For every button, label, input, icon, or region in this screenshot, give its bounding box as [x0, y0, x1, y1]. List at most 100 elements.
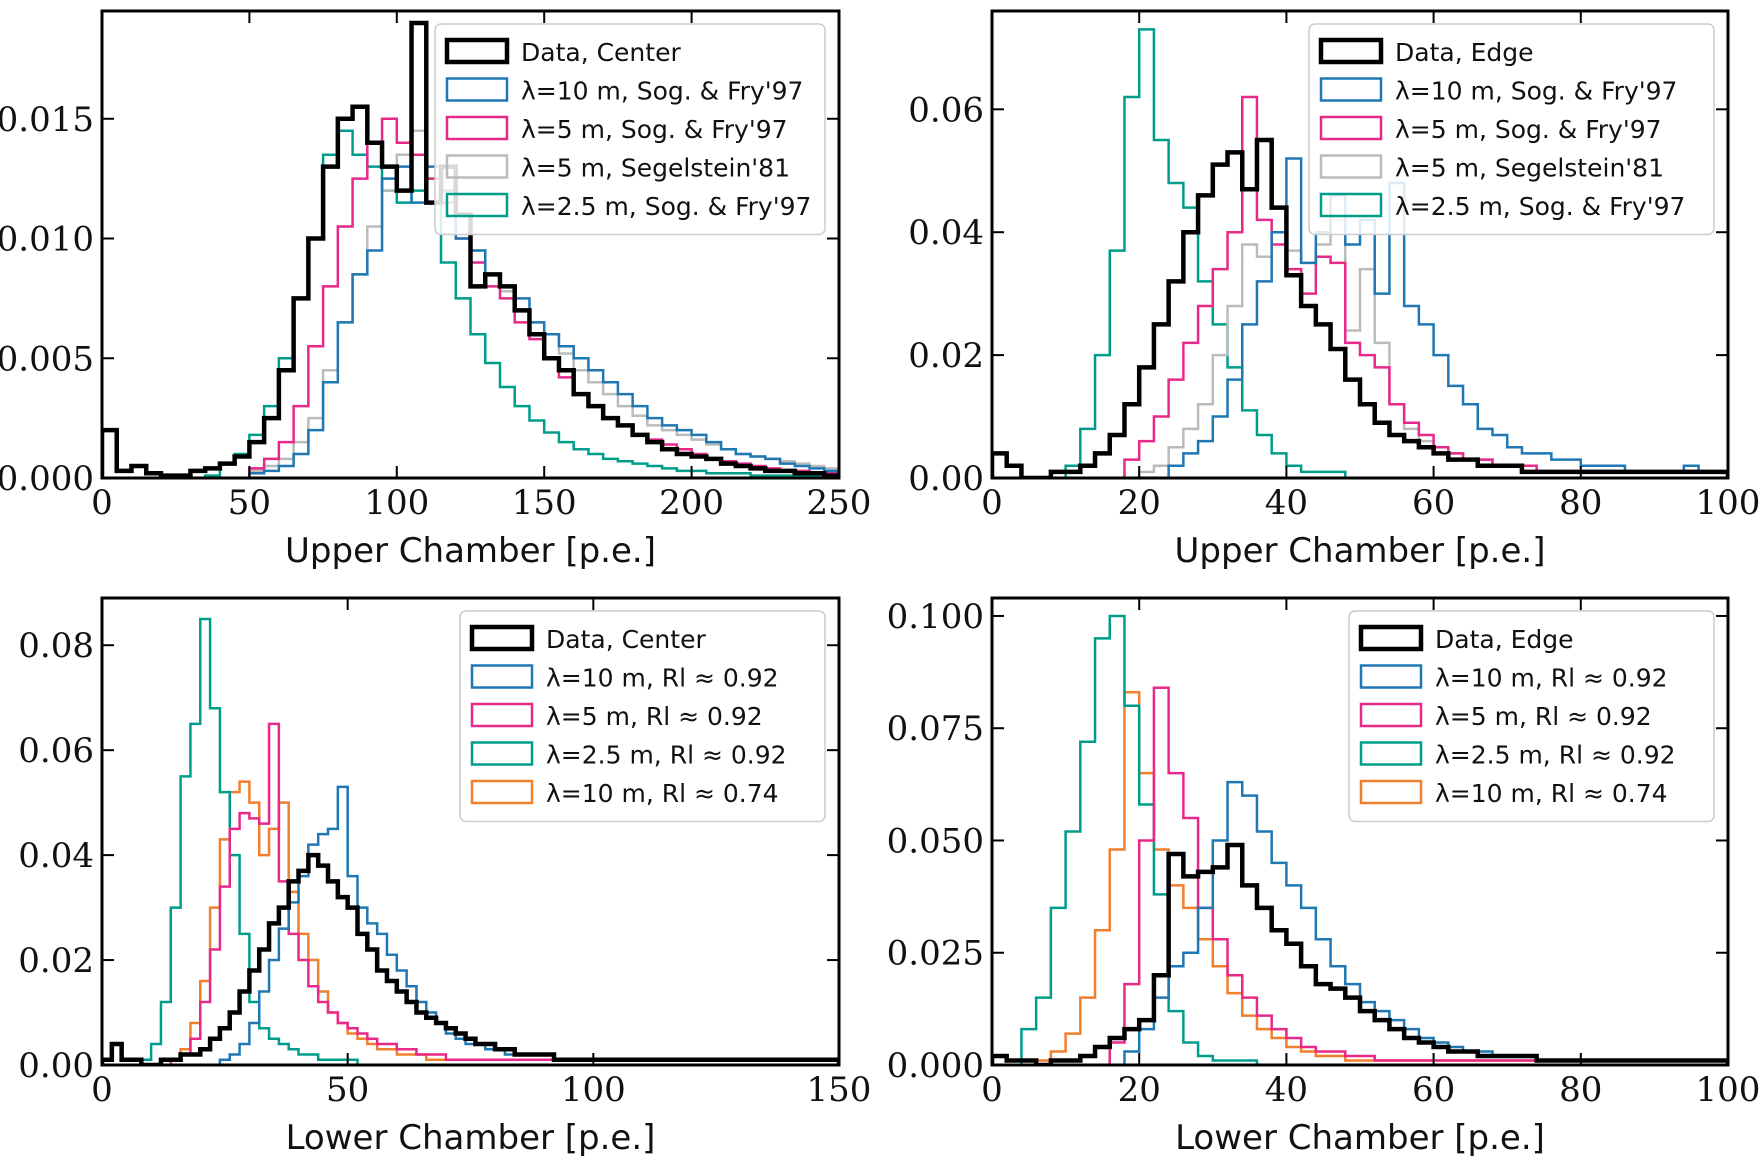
legend-swatch: [444, 37, 510, 65]
x-tick-label: 0: [981, 483, 1003, 523]
x-tick-label: 100: [561, 1070, 626, 1110]
y-tick-label: 0.00: [18, 1046, 94, 1086]
axes-frame: [100, 596, 841, 1067]
y-tick-label: 0.000: [887, 1046, 984, 1086]
series-0-histogram: [992, 137, 1728, 478]
legend-entry: λ=2.5 m, Rl ≈ 0.92: [546, 741, 787, 770]
legend-swatch: [1359, 741, 1423, 766]
legend-swatch: [470, 779, 534, 805]
series-0-histogram: [992, 842, 1728, 1065]
legend-entry: λ=5 m, Segelstein'81: [521, 154, 790, 183]
y-tick-label: 0.02: [908, 336, 984, 376]
panel-lower-center: 0 50 100 150 0.00 0.02 0.04 0.06 0.08 Lower Chamb…: [18, 596, 872, 1158]
legend-box: [459, 610, 826, 823]
legend-swatch: [1318, 37, 1384, 65]
legend-entry: λ=5 m, Rl ≈ 0.92: [546, 702, 763, 731]
legend-swatch: [1319, 77, 1383, 102]
legend-entry: λ=10 m, Sog. & Fry'97: [1395, 77, 1677, 106]
y-tick-label: 0.06: [18, 731, 94, 771]
legend: Data, Edge λ=10 m, Rl ≈ 0.92 λ=5 m, Rl ≈ 0…: [1348, 610, 1715, 823]
x-axis-label: Lower Chamber [p.e.]: [286, 1118, 656, 1158]
legend-entry: Data, Center: [546, 625, 706, 654]
x-tick-label: 60: [1412, 483, 1455, 523]
series-1-histogram: [992, 157, 1728, 478]
x-tick-label: 80: [1559, 483, 1602, 523]
x-tick-label: 50: [326, 1070, 369, 1110]
y-tick-label: 0.00: [908, 459, 984, 499]
legend-swatch: [470, 741, 534, 766]
legend-swatch: [1319, 154, 1383, 179]
x-tick-label: 50: [228, 483, 271, 523]
x-tick-label: 0: [91, 483, 113, 523]
y-tick-label: 0.06: [908, 90, 984, 130]
y-tick-label: 0.100: [887, 597, 984, 637]
x-axis-label: Lower Chamber [p.e.]: [1175, 1118, 1545, 1158]
x-tick-label: 100: [364, 483, 429, 523]
legend-swatch: [1359, 702, 1423, 728]
series-0-histogram: [102, 852, 839, 1065]
legend-swatch: [1319, 115, 1383, 141]
x-tick-label: 100: [1696, 1070, 1760, 1110]
series-3-histogram: [992, 614, 1728, 1065]
legend-swatch: [445, 115, 509, 141]
y-tick-label: 0.010: [0, 220, 94, 260]
legend-box: [1308, 23, 1715, 236]
y-tick-label: 0.075: [887, 709, 984, 749]
x-tick-label: 80: [1559, 1070, 1602, 1110]
legend-entry: λ=10 m, Sog. & Fry'97: [521, 77, 803, 106]
legend-box: [1348, 610, 1715, 823]
x-tick-label: 0: [91, 1070, 113, 1110]
plot-area: [992, 614, 1728, 1065]
series-1-histogram: [992, 780, 1728, 1065]
series-1-histogram: [102, 785, 839, 1065]
y-tick-label: 0.025: [887, 934, 984, 974]
legend-entry: λ=2.5 m, Sog. & Fry'97: [521, 192, 811, 221]
y-tick-label: 0.000: [0, 459, 94, 499]
legend-box: [434, 23, 826, 236]
plot-area: [102, 617, 839, 1065]
legend-entry: λ=10 m, Rl ≈ 0.74: [1435, 779, 1668, 808]
legend-entry: λ=2.5 m, Sog. & Fry'97: [1395, 192, 1685, 221]
y-tick-label: 0.015: [0, 100, 94, 140]
legend-swatch: [445, 77, 509, 102]
y-tick-label: 0.02: [18, 941, 94, 981]
legend-entry: Data, Edge: [1395, 38, 1534, 67]
legend: Data, Edge λ=10 m, Sog. & Fry'97 λ=5 m, So…: [1308, 23, 1715, 236]
legend-swatch: [445, 192, 509, 218]
legend-swatch: [445, 154, 509, 179]
legend: Data, Center λ=10 m, Rl ≈ 0.92 λ=5 m, Rl ≈…: [459, 610, 826, 823]
x-axis-label: Upper Chamber [p.e.]: [1175, 531, 1546, 571]
axes-frame: [100, 9, 841, 480]
legend-entry: λ=2.5 m, Rl ≈ 0.92: [1435, 741, 1676, 770]
x-tick-label: 20: [1118, 483, 1161, 523]
y-tick-label: 0.04: [908, 213, 984, 253]
y-tick-label: 0.08: [18, 626, 94, 666]
legend-swatch: [1359, 779, 1423, 805]
x-tick-label: 60: [1412, 1070, 1455, 1110]
legend: Data, Center λ=10 m, Sog. & Fry'97 λ=5 m, …: [434, 23, 826, 236]
legend-swatch: [1358, 624, 1424, 652]
x-tick-label: 150: [807, 1070, 872, 1110]
series-4-histogram: [102, 780, 839, 1065]
series-4-histogram: [992, 28, 1728, 478]
legend-entry: λ=10 m, Rl ≈ 0.92: [1435, 664, 1668, 693]
x-axis-label: Upper Chamber [p.e.]: [285, 531, 656, 571]
legend-swatch: [470, 664, 534, 689]
legend-entry: λ=5 m, Segelstein'81: [1395, 154, 1664, 183]
x-tick-label: 20: [1118, 1070, 1161, 1110]
axes-frame: [990, 596, 1730, 1067]
legend-swatch: [1359, 664, 1423, 689]
legend-entry: λ=5 m, Sog. & Fry'97: [1395, 115, 1662, 144]
legend-entry: Data, Center: [521, 38, 681, 67]
x-tick-label: 40: [1265, 483, 1308, 523]
y-tick-label: 0.04: [18, 836, 94, 876]
axes-frame: [990, 9, 1730, 480]
legend-entry: λ=10 m, Rl ≈ 0.92: [546, 664, 779, 693]
x-tick-label: 150: [512, 483, 577, 523]
x-tick-label: 40: [1265, 1070, 1308, 1110]
x-tick-label: 0: [981, 1070, 1003, 1110]
legend-swatch: [1319, 192, 1383, 218]
y-tick-label: 0.050: [887, 821, 984, 861]
panel-lower-edge: 0 20 40 60 80 100 0.000 0.025 0.050 0.075 0.100 Low…: [887, 596, 1760, 1158]
